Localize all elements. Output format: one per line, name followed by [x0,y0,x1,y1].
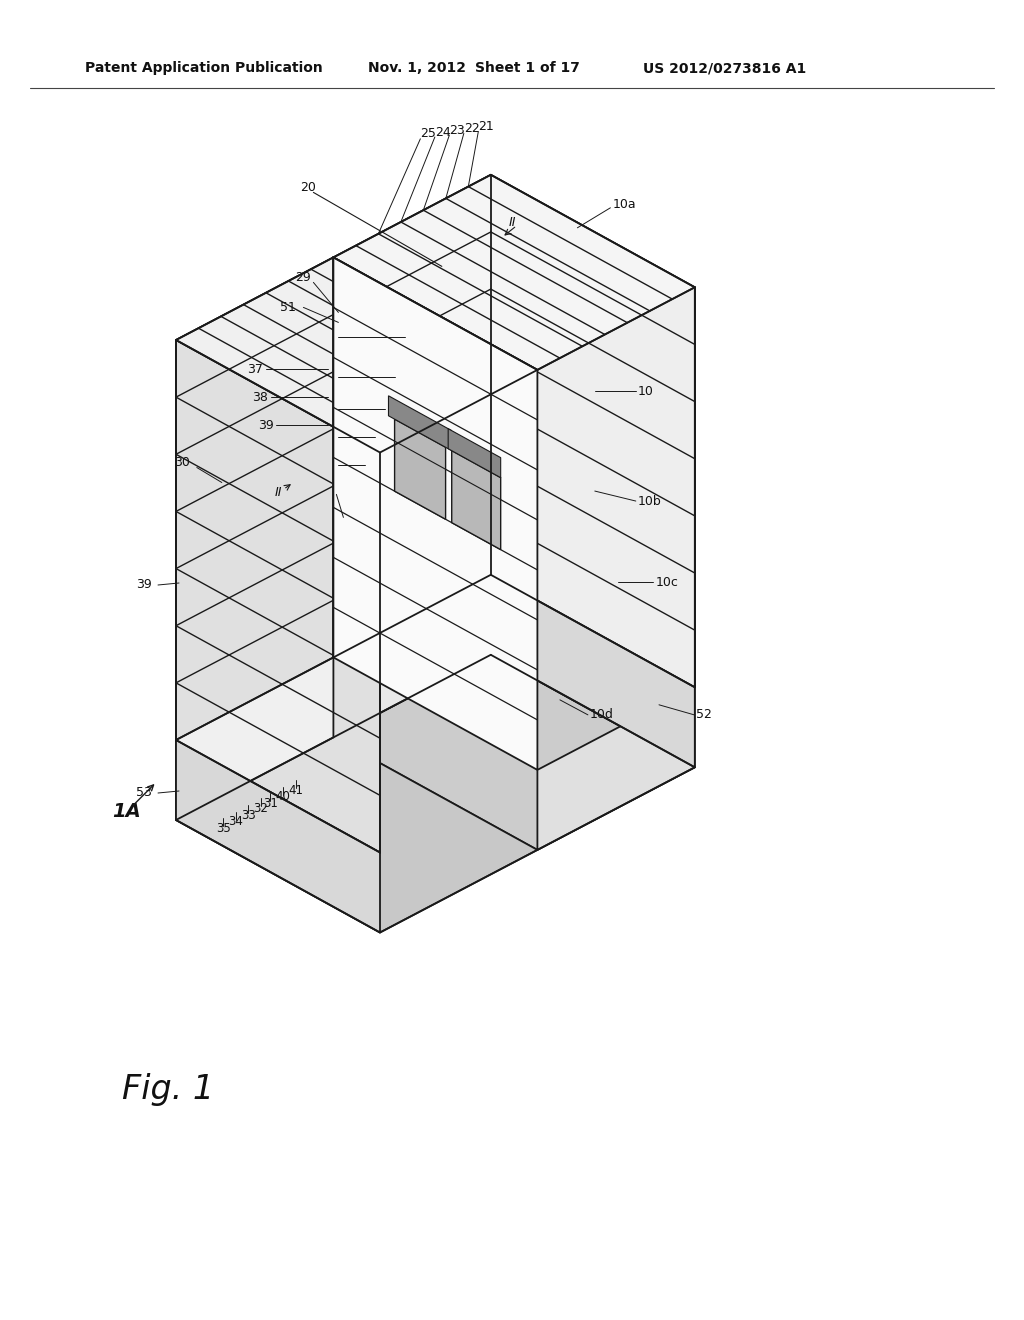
Polygon shape [334,174,695,370]
Polygon shape [334,174,490,657]
Text: 30: 30 [174,455,189,469]
Text: 38: 38 [253,391,268,404]
Text: 51: 51 [281,301,296,314]
Text: 10a: 10a [612,198,636,211]
Text: 53: 53 [136,787,152,800]
Text: US 2012/0273816 A1: US 2012/0273816 A1 [643,61,806,75]
Text: 33: 33 [241,809,256,821]
Polygon shape [388,396,452,450]
Polygon shape [490,574,695,767]
Polygon shape [176,738,538,932]
Text: 1A: 1A [113,803,141,821]
Polygon shape [334,655,695,850]
Text: 39: 39 [136,578,152,591]
Text: 35: 35 [216,822,230,834]
Polygon shape [490,174,695,688]
Text: 22: 22 [464,121,479,135]
Polygon shape [334,574,490,738]
Text: 34: 34 [228,816,244,828]
Polygon shape [176,741,380,932]
Text: 41: 41 [288,784,303,797]
Text: 27: 27 [398,371,415,384]
Text: 37: 37 [248,363,263,376]
Text: Nov. 1, 2012: Nov. 1, 2012 [368,61,466,75]
Text: 10: 10 [638,384,653,397]
Text: 29: 29 [379,430,394,444]
Polygon shape [538,688,695,850]
Text: 52: 52 [696,709,712,721]
Text: 26: 26 [409,331,424,345]
Polygon shape [449,429,501,478]
Text: 32: 32 [254,801,268,814]
Text: 10c: 10c [655,576,678,589]
Text: 10d: 10d [590,709,613,721]
Text: II: II [508,216,516,228]
Text: 39: 39 [258,418,273,432]
Polygon shape [394,420,445,519]
Polygon shape [176,574,695,853]
Polygon shape [176,657,334,820]
Polygon shape [176,257,334,741]
Text: 40: 40 [275,791,291,804]
Text: 20: 20 [300,181,316,194]
Polygon shape [176,257,538,453]
Text: 40a: 40a [343,513,367,525]
Text: 24: 24 [435,125,451,139]
Polygon shape [334,257,538,770]
Polygon shape [452,450,501,549]
Text: Patent Application Publication: Patent Application Publication [85,61,323,75]
Text: 23: 23 [450,124,465,137]
Text: 28: 28 [388,403,404,416]
Text: 29: 29 [296,271,311,284]
Text: Sheet 1 of 17: Sheet 1 of 17 [475,61,580,75]
Text: 31: 31 [263,797,278,810]
Text: II: II [274,486,283,499]
Text: 10b: 10b [638,495,662,508]
Text: 21: 21 [478,120,495,133]
Polygon shape [176,341,380,853]
Text: 36: 36 [369,459,384,471]
Text: 25: 25 [421,127,436,140]
Text: Fig. 1: Fig. 1 [122,1073,214,1106]
Polygon shape [538,288,695,770]
